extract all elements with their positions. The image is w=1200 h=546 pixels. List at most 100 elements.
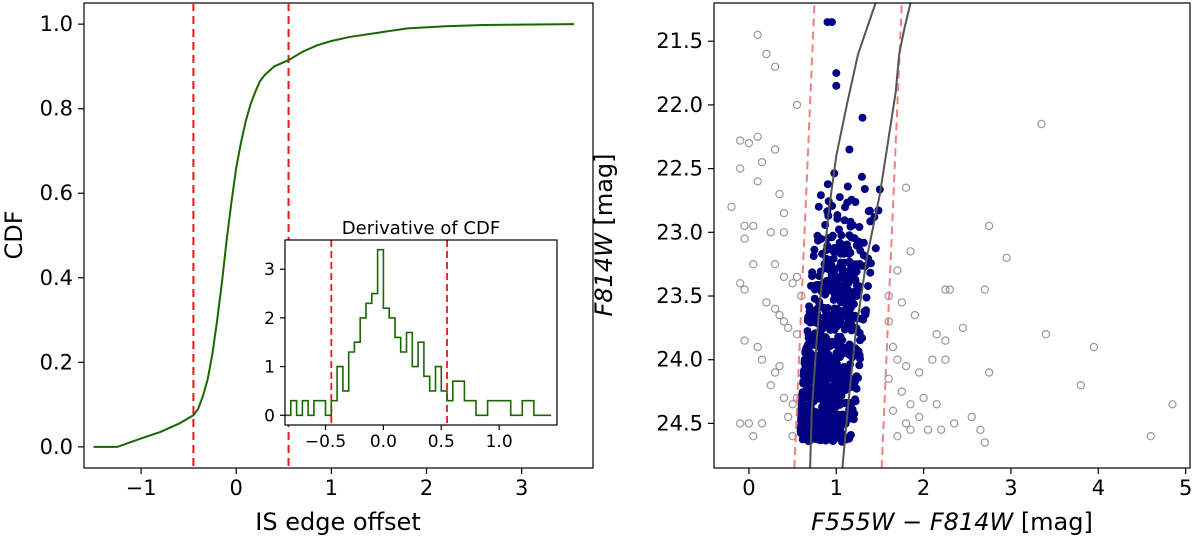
nonmember-star: [919, 393, 928, 403]
cmd-y-tick-label: 22.0: [656, 93, 703, 117]
nonmember-star: [897, 387, 907, 396]
cdf-x-axis: −1 0 1 2 3: [126, 468, 528, 500]
nonmember-star: [958, 323, 968, 333]
member-star: [810, 431, 819, 439]
member-star: [805, 386, 814, 395]
cmd-panel: 0 1 2 3 4 5 21.5 22.0 22.5 23.0 23.5 24.0 24.5 F555…: [590, 2, 1192, 536]
member-star: [866, 268, 875, 277]
member-star: [798, 390, 807, 399]
nonmember-star: [923, 425, 933, 434]
nonmember-star: [775, 189, 784, 199]
cmd-x-label-band1: F555W: [811, 508, 896, 536]
member-star: [822, 307, 831, 316]
nonmember-star: [779, 393, 789, 403]
member-star: [821, 333, 830, 342]
cdf-y-tick-label: 1.0: [40, 12, 73, 36]
inset-x-tick-label: 1.0: [486, 432, 513, 452]
cmd-y-tick-label: 24.0: [656, 348, 703, 372]
member-star: [817, 428, 826, 437]
nonmember-star: [779, 317, 789, 326]
inset-y-tick-label: 2: [264, 309, 275, 329]
cdf-x-tick-label: −1: [126, 476, 157, 500]
cdf-y-tick-label: 0.2: [40, 350, 73, 374]
nonmember-star: [757, 157, 767, 167]
nonmember-star: [779, 272, 789, 282]
nonmember-star: [897, 298, 907, 307]
nonmember-star: [932, 330, 941, 339]
cdf-y-axis: 0.0 0.2 0.4 0.6 0.8 1.0: [40, 12, 84, 459]
nonmember-star: [915, 368, 924, 377]
cdf-x-tick-label: 2: [420, 476, 433, 500]
cmd-y-tick-label: 22.5: [656, 157, 703, 181]
cmd-y-label-unit: [mag]: [590, 153, 618, 233]
nonmember-star: [736, 279, 745, 288]
inset-background: [285, 240, 557, 425]
nonmember-star: [749, 221, 758, 231]
nonmember-star: [976, 425, 985, 434]
member-star: [842, 284, 851, 293]
nonmember-star: [757, 355, 767, 364]
cmd-y-axis: 21.5 22.0 22.5 23.0 23.5 24.0 24.5: [656, 29, 714, 435]
nonmember-star: [792, 100, 802, 110]
nonmember-star: [980, 438, 990, 447]
cdf-y-tick-label: 0.0: [40, 435, 73, 459]
nonmember-star: [770, 304, 780, 313]
nonmember-star: [736, 136, 745, 145]
nonmember-star: [740, 221, 749, 231]
nonmember-star: [749, 432, 758, 441]
nonmember-star: [740, 285, 749, 294]
inset-y-tick-label: 1: [264, 358, 275, 378]
member-star: [854, 347, 863, 356]
member-star: [834, 411, 843, 420]
cmd-x-axis-label: F555W − F814W [mag]: [811, 508, 1093, 536]
nonmember-star: [727, 202, 736, 211]
member-star: [808, 272, 817, 280]
cdf-y-axis-label: CDF: [0, 210, 28, 259]
cdf-plot-frame: [83, 2, 594, 469]
nonmember-star: [762, 49, 771, 59]
member-star: [841, 203, 849, 212]
isochrone-line: [809, 2, 877, 469]
nonmember-star: [753, 30, 762, 39]
nonmember-star: [766, 228, 776, 237]
nonmember-star: [762, 298, 771, 307]
nonmember-star: [757, 419, 767, 428]
cdf-y-tick-label: 0.6: [40, 181, 73, 205]
member-star: [844, 249, 853, 258]
member-star: [847, 326, 856, 335]
cmd-y-tick-label: 21.5: [656, 29, 703, 53]
nonmember-star: [753, 132, 762, 141]
cmd-x-label-minus: −: [894, 508, 929, 536]
member-star: [846, 265, 855, 274]
member-star: [835, 339, 844, 348]
cmd-x-label-unit: [mag]: [1013, 508, 1093, 536]
member-star: [833, 305, 842, 313]
member-star: [851, 276, 860, 285]
member-star: [810, 294, 819, 303]
inset-y-tick-label: 0: [264, 406, 275, 426]
nonmember-star: [736, 419, 745, 428]
isochrone-line: [841, 2, 912, 469]
nonmember-star: [910, 310, 920, 320]
member-star: [851, 198, 860, 206]
member-star: [852, 372, 861, 381]
nonmember-star: [1168, 400, 1177, 409]
inset-x-tick-label: 0.5: [428, 432, 455, 452]
member-star: [832, 69, 841, 78]
inset-x-axis: −0.5 0.0 0.5 1.0: [305, 425, 513, 452]
member-star: [864, 282, 872, 291]
member-star: [825, 386, 834, 395]
cmd-x-tick-label: 5: [1179, 476, 1192, 500]
member-star: [854, 286, 862, 295]
cdf-curve: [93, 23, 575, 448]
nonmember-star: [784, 323, 793, 333]
nonmember-star: [941, 336, 950, 345]
cmd-y-axis-label: F814W [mag]: [590, 153, 618, 316]
member-star: [820, 319, 829, 327]
member-star: [803, 316, 812, 325]
member-star: [831, 372, 840, 381]
cdf-y-tick-label: 0.4: [40, 266, 73, 290]
inset-y-tick-label: 3: [264, 260, 275, 280]
member-star: [808, 419, 817, 427]
nonmember-star: [753, 342, 762, 352]
